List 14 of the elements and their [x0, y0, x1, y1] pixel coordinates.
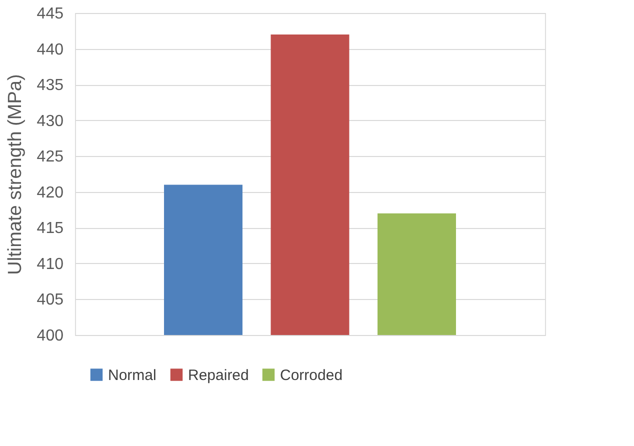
y-tick-label: 435	[36, 77, 64, 94]
legend-label: Normal	[108, 366, 156, 384]
y-tick-label: 430	[36, 112, 64, 130]
y-tick-label: 440	[36, 41, 64, 58]
y-tick-label: 445	[36, 6, 64, 22]
y-tick-label: 420	[36, 184, 64, 202]
y-tick-label: 400	[36, 328, 64, 344]
y-tick-label: 410	[36, 256, 64, 273]
y-tick-label: 415	[36, 220, 64, 238]
y-tick-label: 425	[36, 148, 64, 166]
y-tick-label: 405	[36, 292, 64, 309]
legend-label: Corroded	[280, 366, 343, 384]
legend-label: Repaired	[188, 366, 249, 384]
y-axis-title: Ultimate strength (MPa)	[4, 74, 26, 275]
